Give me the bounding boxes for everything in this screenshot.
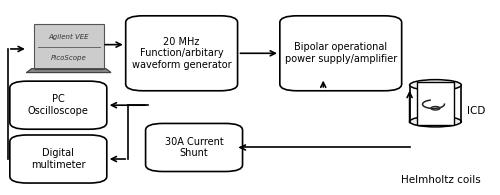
Ellipse shape <box>410 80 462 90</box>
FancyBboxPatch shape <box>126 16 238 91</box>
Text: PicoScope: PicoScope <box>51 55 86 61</box>
FancyBboxPatch shape <box>10 135 107 183</box>
Text: 20 MHz
Function/arbitary
waveform generator: 20 MHz Function/arbitary waveform genera… <box>132 37 232 70</box>
Text: Bipolar operational
power supply/amplifier: Bipolar operational power supply/amplifi… <box>284 43 397 64</box>
Text: ICD: ICD <box>468 106 485 116</box>
Text: PC
Oscilloscope: PC Oscilloscope <box>28 94 89 116</box>
FancyBboxPatch shape <box>10 81 107 129</box>
Text: Digital
multimeter: Digital multimeter <box>31 148 86 170</box>
Text: Helmholtz coils: Helmholtz coils <box>400 175 480 185</box>
Text: Agilent VEE: Agilent VEE <box>48 34 89 40</box>
Polygon shape <box>26 69 111 73</box>
FancyBboxPatch shape <box>34 24 104 69</box>
FancyBboxPatch shape <box>146 123 242 172</box>
Text: 30A Current
Shunt: 30A Current Shunt <box>164 137 224 158</box>
Ellipse shape <box>410 116 462 127</box>
FancyBboxPatch shape <box>417 82 454 125</box>
FancyBboxPatch shape <box>280 16 402 91</box>
